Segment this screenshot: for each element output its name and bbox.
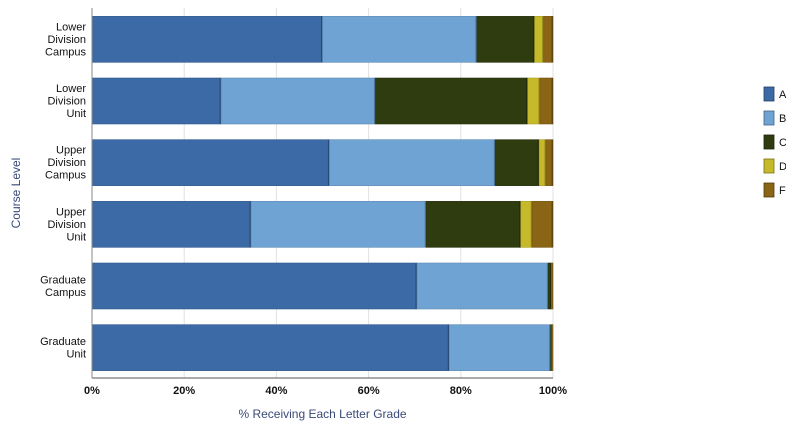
legend-swatch-b [764, 111, 774, 125]
bar-segment-f [540, 78, 553, 124]
bar-segment-c [376, 78, 528, 124]
gridlines [92, 8, 553, 378]
bar-segment-f [532, 201, 553, 247]
bar-segment-b [323, 16, 477, 62]
bar-segment-edge [552, 140, 554, 186]
bar-segment-a [92, 16, 323, 62]
bar-segment-a [92, 140, 329, 186]
y-axis-title: Course Level [9, 158, 23, 229]
category-label-line: Campus [45, 287, 86, 299]
legend-label-a: A [779, 89, 786, 101]
bar-segment-c [426, 201, 521, 247]
category-label-line: Unit [66, 231, 86, 243]
category-label-line: Division [47, 219, 86, 231]
bar-segment-b [251, 201, 426, 247]
bar-segment-edge [552, 78, 554, 124]
bar-segment-c [495, 140, 539, 186]
bar-segment-edge [552, 16, 554, 62]
x-tick-label: 40% [265, 385, 287, 397]
bar-segment-d [521, 201, 533, 247]
category-label-line: Unit [66, 348, 86, 360]
legend-label-b: B [779, 113, 786, 125]
bar-segment-b [329, 140, 495, 186]
bar-segment-b [221, 78, 375, 124]
x-tick-label: 80% [450, 385, 472, 397]
bar-segment-a [92, 78, 221, 124]
legend-swatch-d [764, 159, 774, 173]
category-label-line: Unit [66, 108, 86, 120]
category-label-line: Lower [56, 83, 86, 95]
x-tick-label: 60% [358, 385, 380, 397]
category-label-line: Upper [56, 145, 86, 157]
bar-segment-b [449, 325, 550, 371]
x-tick-label: 0% [84, 385, 100, 397]
bar-segment-a [92, 263, 417, 309]
legend-swatch-a [764, 87, 774, 101]
legend-label-d: D [779, 161, 786, 173]
category-label-line: Campus [45, 46, 86, 58]
legend-swatch-c [764, 135, 774, 149]
legend-swatch-f [764, 183, 774, 197]
bar-segment-f [552, 263, 553, 309]
legend-label-c: C [779, 137, 786, 149]
bar-segment-a [92, 201, 251, 247]
category-label-line: Graduate [40, 274, 86, 286]
category-label-line: Division [47, 96, 86, 108]
category-label-line: Division [47, 34, 86, 46]
bar-segment-b [417, 263, 548, 309]
x-tick-label: 20% [173, 385, 195, 397]
bar-segment-c [477, 16, 535, 62]
category-label-line: Upper [56, 206, 86, 218]
legend-label-f: F [779, 185, 786, 197]
category-label-line: Campus [45, 170, 86, 182]
bar-segment-a [92, 325, 449, 371]
category-label-line: Lower [56, 21, 86, 33]
bar-segment-edge [552, 201, 554, 247]
bar-segment-d [528, 78, 540, 124]
category-label-line: Graduate [40, 336, 86, 348]
bars [92, 16, 553, 370]
x-axis-title: % Receiving Each Letter Grade [238, 407, 406, 421]
category-label-line: Division [47, 157, 86, 169]
x-tick-label: 100% [539, 385, 567, 397]
